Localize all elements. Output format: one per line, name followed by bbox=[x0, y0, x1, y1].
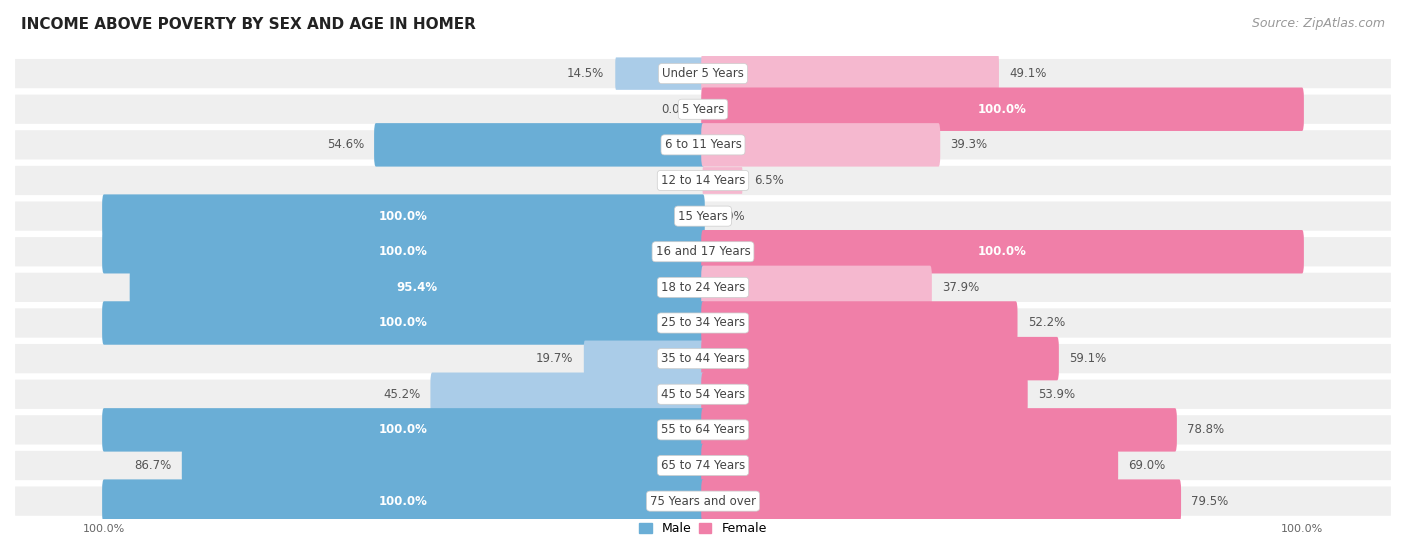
FancyBboxPatch shape bbox=[702, 88, 1303, 131]
FancyBboxPatch shape bbox=[702, 373, 1028, 416]
Legend: Male, Female: Male, Female bbox=[634, 517, 772, 541]
Text: 100.0%: 100.0% bbox=[380, 210, 427, 223]
Text: 100.0%: 100.0% bbox=[380, 424, 427, 436]
FancyBboxPatch shape bbox=[702, 123, 941, 167]
Text: 52.2%: 52.2% bbox=[1028, 316, 1064, 329]
FancyBboxPatch shape bbox=[703, 167, 742, 194]
Text: 37.9%: 37.9% bbox=[942, 281, 980, 294]
FancyBboxPatch shape bbox=[14, 58, 1392, 89]
Text: 78.8%: 78.8% bbox=[1187, 424, 1225, 436]
FancyBboxPatch shape bbox=[103, 194, 704, 238]
Text: 45 to 54 Years: 45 to 54 Years bbox=[661, 388, 745, 401]
FancyBboxPatch shape bbox=[14, 129, 1392, 161]
Text: 100.0%: 100.0% bbox=[380, 494, 427, 508]
FancyBboxPatch shape bbox=[14, 94, 1392, 125]
FancyBboxPatch shape bbox=[14, 307, 1392, 339]
Text: INCOME ABOVE POVERTY BY SEX AND AGE IN HOMER: INCOME ABOVE POVERTY BY SEX AND AGE IN H… bbox=[21, 17, 477, 32]
Text: 12 to 14 Years: 12 to 14 Years bbox=[661, 174, 745, 187]
Text: 35 to 44 Years: 35 to 44 Years bbox=[661, 352, 745, 365]
FancyBboxPatch shape bbox=[616, 57, 704, 90]
Text: 45.2%: 45.2% bbox=[382, 388, 420, 401]
FancyBboxPatch shape bbox=[14, 236, 1392, 267]
FancyBboxPatch shape bbox=[14, 200, 1392, 232]
FancyBboxPatch shape bbox=[702, 444, 1118, 487]
Text: Under 5 Years: Under 5 Years bbox=[662, 67, 744, 80]
Text: 54.6%: 54.6% bbox=[326, 138, 364, 151]
Text: 59.1%: 59.1% bbox=[1069, 352, 1107, 365]
Text: 25 to 34 Years: 25 to 34 Years bbox=[661, 316, 745, 329]
FancyBboxPatch shape bbox=[14, 343, 1392, 374]
Text: 19.7%: 19.7% bbox=[536, 352, 574, 365]
FancyBboxPatch shape bbox=[103, 479, 704, 523]
FancyBboxPatch shape bbox=[702, 230, 1303, 273]
Text: 100.0%: 100.0% bbox=[380, 246, 427, 258]
FancyBboxPatch shape bbox=[374, 123, 704, 167]
FancyBboxPatch shape bbox=[702, 301, 1018, 345]
FancyBboxPatch shape bbox=[129, 266, 704, 309]
Text: 86.7%: 86.7% bbox=[135, 459, 172, 472]
Text: 39.3%: 39.3% bbox=[950, 138, 987, 151]
Text: 0.0%: 0.0% bbox=[661, 174, 690, 187]
FancyBboxPatch shape bbox=[103, 230, 704, 273]
Text: 18 to 24 Years: 18 to 24 Years bbox=[661, 281, 745, 294]
FancyBboxPatch shape bbox=[702, 408, 1177, 451]
FancyBboxPatch shape bbox=[702, 337, 1059, 381]
Text: 55 to 64 Years: 55 to 64 Years bbox=[661, 424, 745, 436]
FancyBboxPatch shape bbox=[181, 444, 704, 487]
Text: 6 to 11 Years: 6 to 11 Years bbox=[665, 138, 741, 151]
Text: 14.5%: 14.5% bbox=[567, 67, 605, 80]
Text: 75 Years and over: 75 Years and over bbox=[650, 494, 756, 508]
FancyBboxPatch shape bbox=[14, 450, 1392, 481]
Text: 5 Years: 5 Years bbox=[682, 103, 724, 116]
FancyBboxPatch shape bbox=[14, 378, 1392, 410]
FancyBboxPatch shape bbox=[14, 165, 1392, 196]
FancyBboxPatch shape bbox=[583, 340, 704, 377]
FancyBboxPatch shape bbox=[702, 479, 1181, 523]
Text: 49.1%: 49.1% bbox=[1010, 67, 1046, 80]
Text: 53.9%: 53.9% bbox=[1038, 388, 1076, 401]
Text: 0.0%: 0.0% bbox=[716, 210, 745, 223]
Text: 100.0%: 100.0% bbox=[979, 103, 1026, 116]
Text: Source: ZipAtlas.com: Source: ZipAtlas.com bbox=[1251, 17, 1385, 30]
FancyBboxPatch shape bbox=[702, 52, 998, 95]
Text: 79.5%: 79.5% bbox=[1191, 494, 1229, 508]
Text: 95.4%: 95.4% bbox=[396, 281, 437, 294]
FancyBboxPatch shape bbox=[103, 301, 704, 345]
Text: 0.0%: 0.0% bbox=[661, 103, 690, 116]
FancyBboxPatch shape bbox=[103, 408, 704, 451]
Text: 100.0%: 100.0% bbox=[979, 246, 1026, 258]
Text: 100.0%: 100.0% bbox=[380, 316, 427, 329]
Text: 6.5%: 6.5% bbox=[754, 174, 783, 187]
FancyBboxPatch shape bbox=[14, 414, 1392, 445]
Text: 65 to 74 Years: 65 to 74 Years bbox=[661, 459, 745, 472]
Text: 69.0%: 69.0% bbox=[1129, 459, 1166, 472]
Text: 16 and 17 Years: 16 and 17 Years bbox=[655, 246, 751, 258]
FancyBboxPatch shape bbox=[14, 485, 1392, 517]
Text: 15 Years: 15 Years bbox=[678, 210, 728, 223]
FancyBboxPatch shape bbox=[702, 266, 932, 309]
FancyBboxPatch shape bbox=[14, 272, 1392, 303]
FancyBboxPatch shape bbox=[430, 373, 704, 416]
